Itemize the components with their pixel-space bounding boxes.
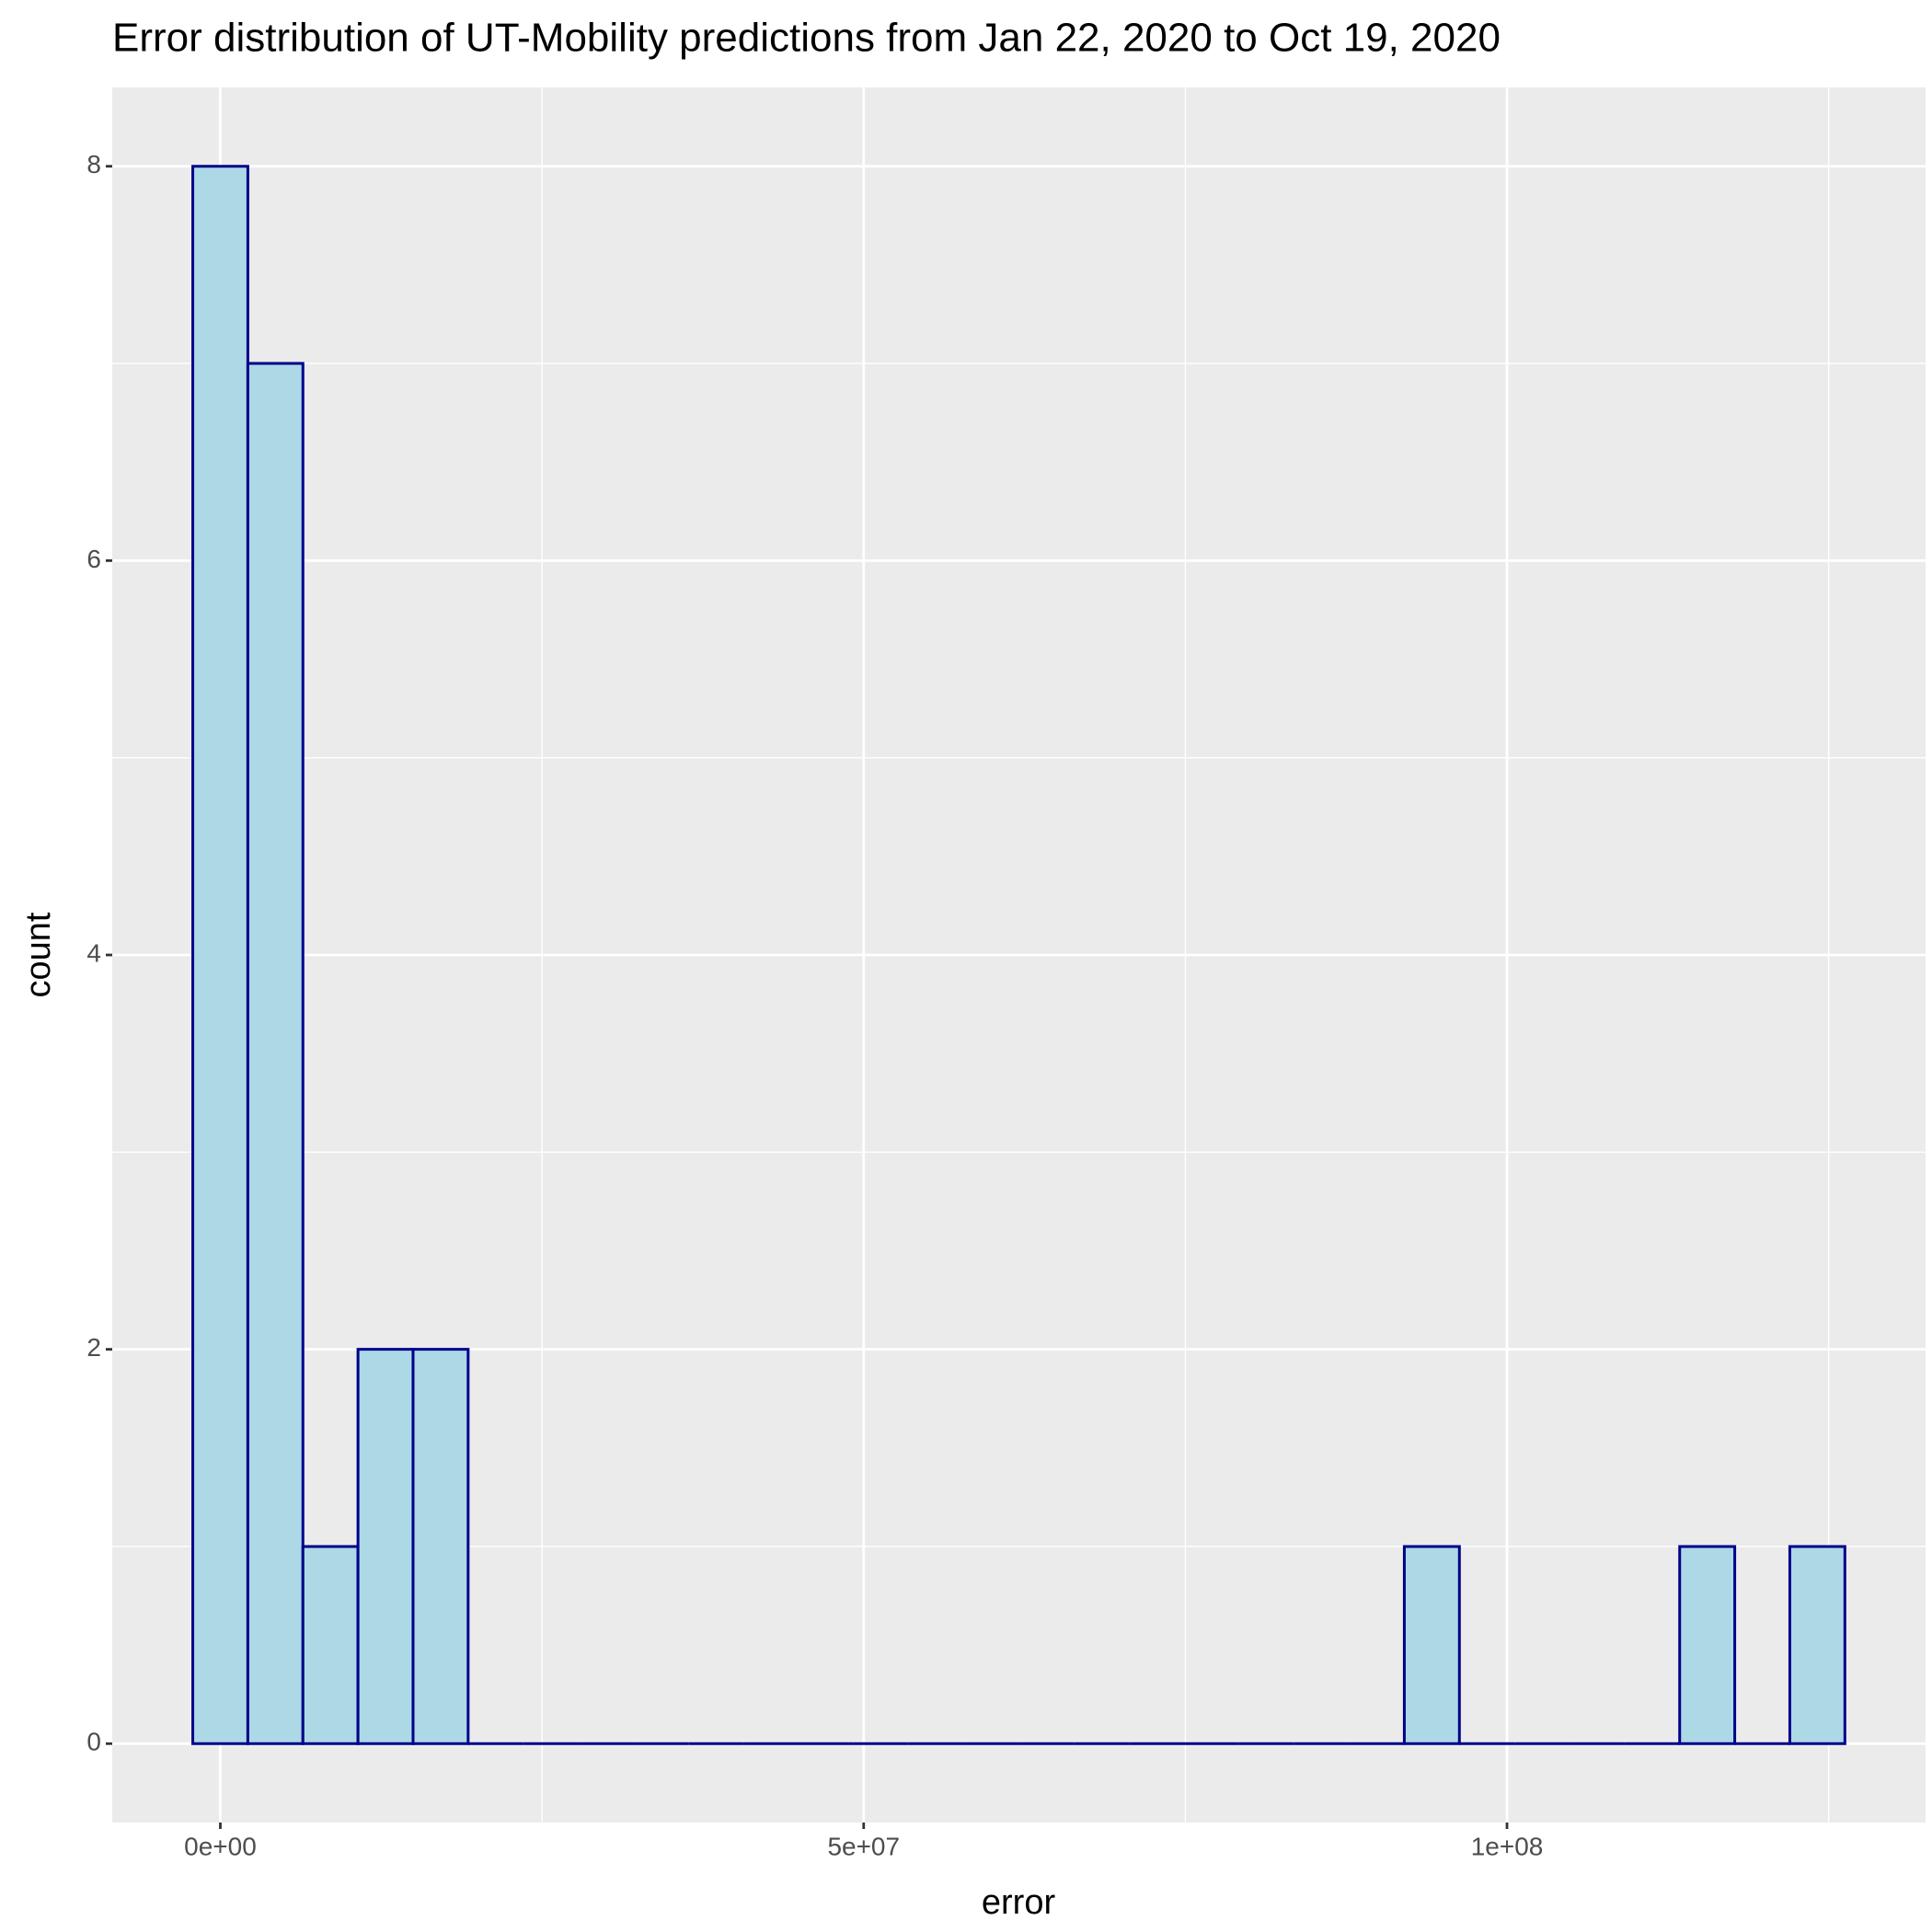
bar [1402,1545,1461,1745]
bar [356,1348,415,1745]
bar [411,1348,470,1745]
bar [301,1545,360,1745]
x-axis-title: error [982,1883,1056,1922]
y-tick-label: 6 [86,545,101,573]
y-tick-label: 4 [86,938,101,967]
y-tick-label: 2 [86,1333,101,1362]
bar [246,362,305,1745]
y-tick-label: 8 [86,150,101,178]
bar [191,165,249,1745]
chart-title: Error distribution of UT-Mobility predic… [112,16,1501,61]
y-tick-label: 0 [86,1728,101,1756]
x-tick-label: 1e+08 [1471,1832,1544,1860]
x-tick-label: 0e+00 [184,1832,257,1860]
x-tick-label: 5e+07 [827,1832,900,1860]
y-axis-title: count [19,912,58,997]
bar [1788,1545,1846,1745]
bar [1678,1545,1737,1745]
